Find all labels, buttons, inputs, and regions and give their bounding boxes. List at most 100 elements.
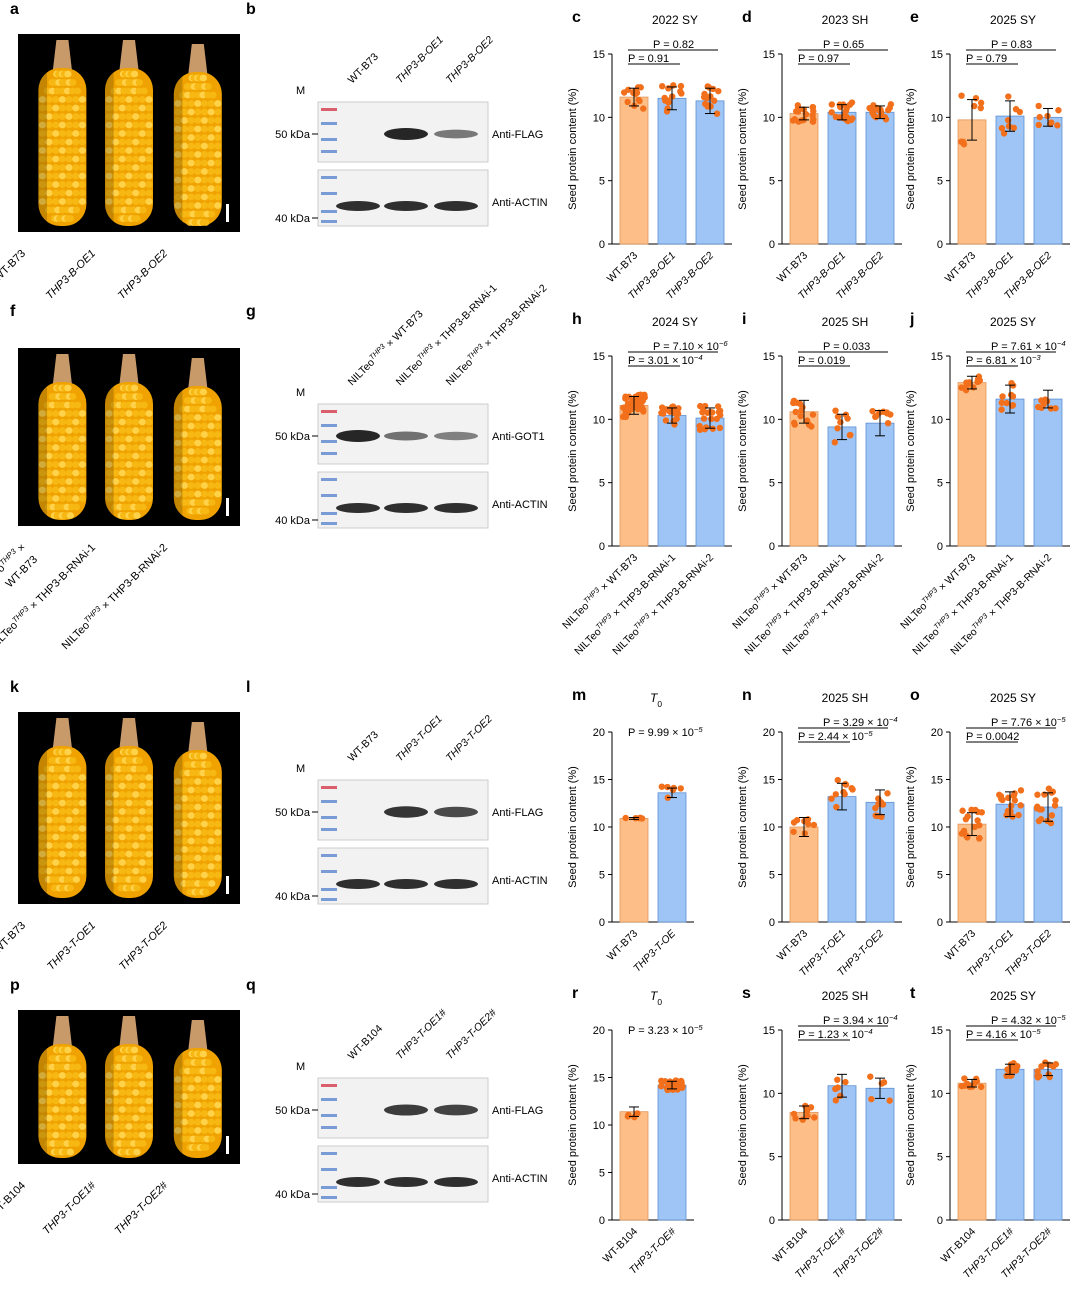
data-point	[1034, 1068, 1041, 1075]
kernel	[112, 859, 120, 866]
kernel	[133, 512, 141, 519]
kernel	[145, 113, 153, 120]
kernel	[52, 164, 60, 171]
kernel	[45, 825, 53, 832]
kernel	[38, 486, 47, 494]
kernel	[118, 410, 126, 417]
kernel	[145, 121, 153, 129]
kernel	[52, 867, 60, 875]
kernel	[72, 181, 80, 188]
kernel	[204, 397, 212, 404]
corn-ear	[38, 1016, 87, 1158]
kernel	[207, 168, 215, 175]
kernel	[187, 448, 195, 455]
kernel	[52, 782, 60, 790]
kernel	[132, 1114, 140, 1122]
kernel	[207, 159, 215, 167]
kernel	[52, 825, 60, 832]
kernel	[187, 795, 195, 802]
kernel	[65, 461, 73, 468]
kernel	[112, 478, 120, 485]
photo-labels: WT-B104 THP3-T-OE1# THP3-T-OE2#	[0, 1179, 171, 1237]
kernel	[214, 1076, 222, 1083]
y-tick-label: 15	[593, 351, 605, 363]
data-point	[790, 399, 797, 407]
kernel	[189, 1067, 197, 1075]
kernel	[78, 452, 86, 460]
kernel	[138, 121, 146, 129]
kernel	[58, 1097, 66, 1105]
kernel	[140, 765, 148, 773]
kernel	[125, 825, 133, 832]
kernel	[65, 198, 73, 205]
kernel	[132, 842, 140, 849]
kernel	[125, 1089, 133, 1096]
kernel	[200, 1110, 209, 1117]
kernel	[138, 825, 146, 832]
data-point	[1035, 121, 1042, 129]
data-point	[697, 402, 704, 410]
kernel	[65, 791, 73, 798]
ear-shade	[105, 746, 114, 898]
kernel	[52, 444, 60, 451]
kernel	[72, 461, 80, 468]
kernel	[78, 410, 86, 417]
kernel	[125, 1106, 133, 1113]
kernel	[200, 448, 209, 455]
kernel	[118, 461, 126, 468]
y-axis-label: Seed protein content (%)	[567, 766, 579, 888]
kernel	[45, 782, 53, 790]
kernel	[125, 495, 133, 502]
kernel	[184, 1067, 192, 1075]
kernel	[125, 833, 133, 841]
kernel	[174, 185, 182, 192]
kernel	[112, 1114, 120, 1122]
data-point	[790, 819, 798, 826]
y-tick-label: 5	[769, 870, 775, 882]
kernel	[105, 1097, 113, 1105]
kernel	[145, 96, 153, 103]
kernel	[38, 172, 47, 180]
kernel	[110, 87, 118, 95]
kernel	[132, 495, 140, 502]
kernel	[180, 414, 189, 421]
kernel	[45, 833, 53, 841]
kernel	[78, 842, 86, 849]
kernel	[135, 1063, 143, 1071]
kernel	[125, 486, 133, 494]
kernel	[125, 181, 133, 188]
data-point	[842, 780, 849, 788]
p-value-label: P = 7.76 × 10−5	[991, 715, 1066, 730]
kernel	[174, 431, 182, 438]
kernel	[125, 1131, 133, 1139]
kernel	[130, 401, 138, 409]
kernel	[187, 803, 195, 811]
y-tick-label: 15	[593, 49, 605, 61]
panel-letter: d	[742, 9, 752, 26]
kernel	[200, 159, 209, 167]
kernel	[187, 431, 195, 438]
data-point	[640, 406, 647, 414]
kernel	[45, 1114, 53, 1122]
kernel	[194, 108, 202, 116]
kernel	[207, 846, 215, 853]
kernel	[138, 1114, 146, 1122]
kernel	[118, 486, 126, 494]
photo-labels: WT-B73 THP3-B-OE1 THP3-B-OE2	[0, 248, 170, 302]
data-point	[1038, 1063, 1045, 1070]
kernel	[200, 482, 209, 489]
kernel	[78, 181, 86, 188]
x-category-label: WT-B104	[771, 1226, 811, 1266]
y-tick-label: 0	[769, 1215, 775, 1227]
kernel	[58, 1114, 66, 1122]
kernel	[138, 1106, 146, 1113]
data-point	[803, 417, 811, 424]
kernel	[118, 495, 126, 502]
kernel	[118, 833, 126, 841]
bar	[1033, 398, 1063, 547]
kernel	[45, 138, 53, 146]
data-point	[848, 99, 856, 106]
data-point	[1003, 399, 1010, 407]
data-point	[1034, 791, 1041, 798]
